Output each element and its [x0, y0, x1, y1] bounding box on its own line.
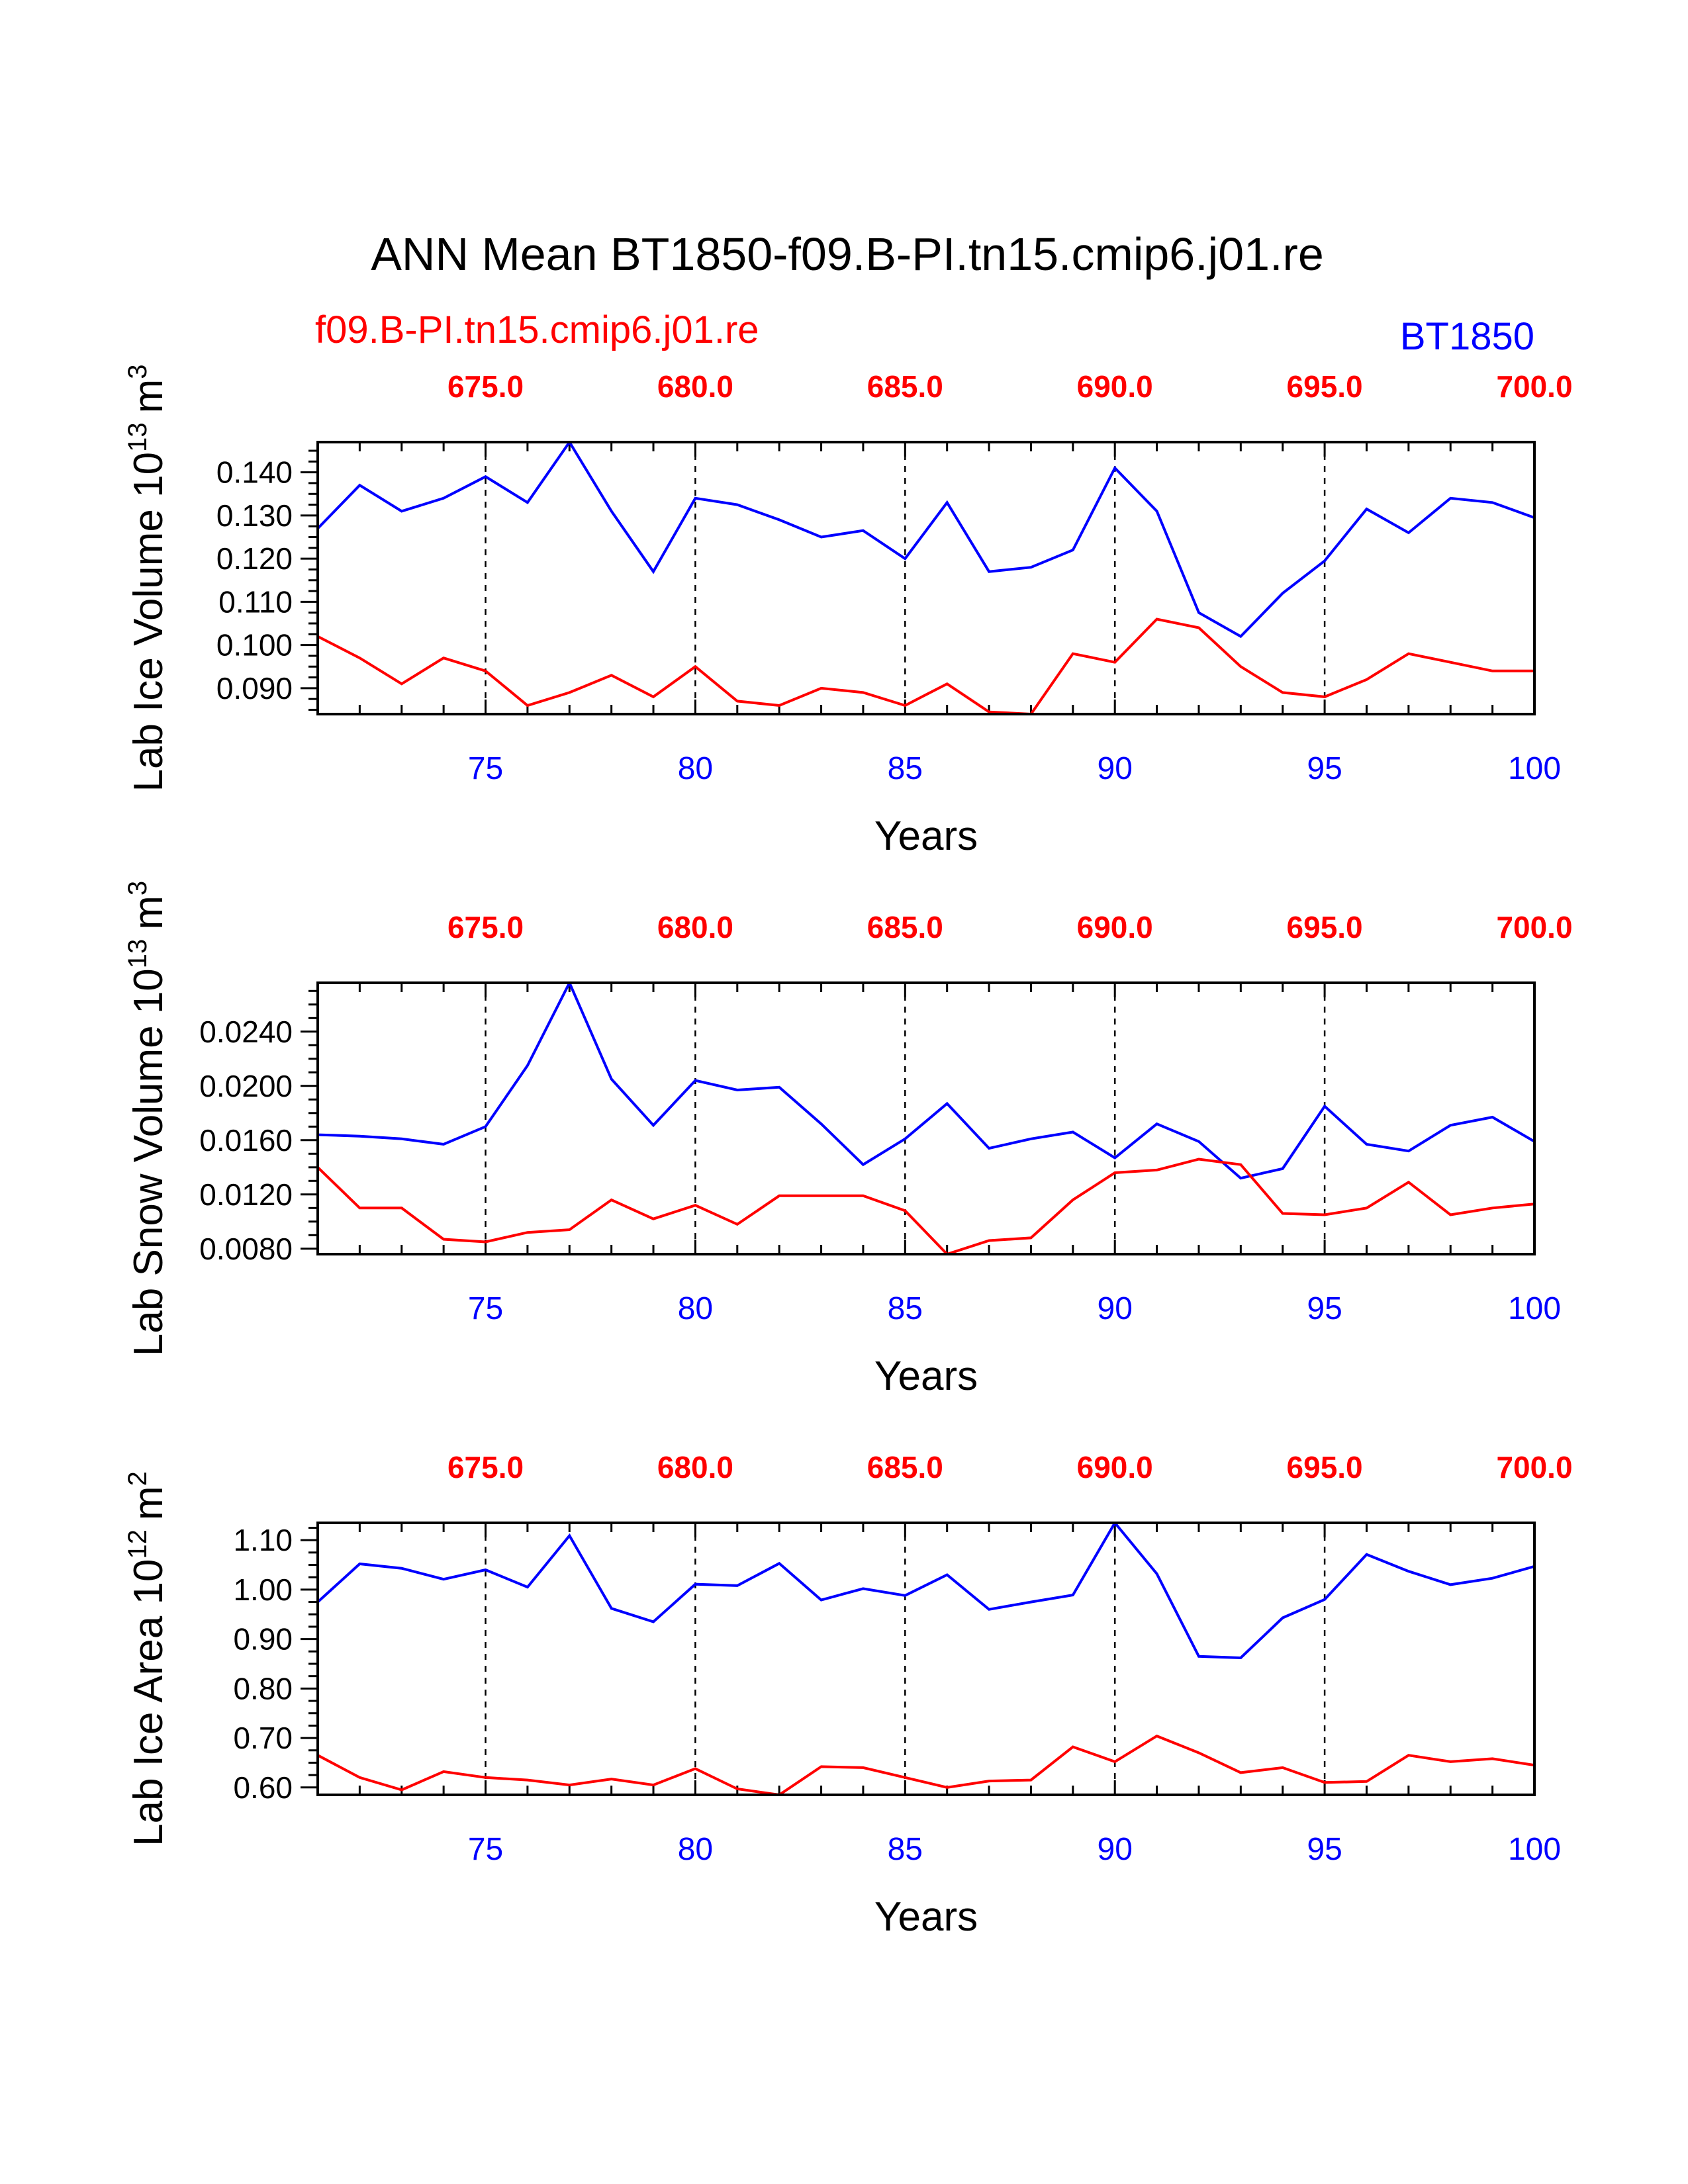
y-axis-title-text: Lab Ice Area 10: [126, 1559, 171, 1846]
x-tick-label: 85: [888, 751, 923, 786]
top-tick-label: 700.0: [1496, 369, 1572, 404]
x-tick-label: 75: [468, 751, 503, 786]
panel-snow-volume: 0.0080 0.0120 0.0160 0.0200 0.0240 75 80 85 90 95…: [123, 881, 1573, 1399]
y-tick-label: 0.0200: [199, 1069, 293, 1103]
y-tick-label: 0.60: [233, 1770, 293, 1805]
panel-ice-volume: 0.090 0.100 0.110 0.120 0.130 0.140 75 80 85 90 95…: [123, 365, 1573, 860]
y-axis-title-text: Lab Ice Volume 10: [126, 452, 171, 792]
x-tick-label: 95: [1307, 1291, 1342, 1326]
y-axis-title-unit: m: [126, 895, 171, 930]
y-tick-label: 0.0080: [199, 1232, 293, 1266]
x-tick-label: 80: [678, 1291, 713, 1326]
series-line-bt1850: [318, 442, 1534, 639]
y-axis-title-unit-exponent: 3: [123, 365, 152, 379]
y-tick-label: 0.140: [216, 455, 293, 490]
x-tick-label: 90: [1098, 751, 1133, 786]
top-tick-label: 685.0: [867, 910, 943, 944]
top-tick-label: 685.0: [867, 369, 943, 404]
top-tick-label: 680.0: [657, 369, 733, 404]
x-axis-title: Years: [874, 813, 978, 859]
y-tick-label: 0.110: [218, 584, 293, 619]
x-tick-label: 95: [1307, 751, 1342, 786]
y-tick-label: 1.10: [233, 1523, 293, 1557]
y-axis-title-unit-exponent: 3: [123, 881, 152, 895]
top-tick-label: 675.0: [447, 369, 524, 404]
x-tick-label: 80: [678, 1832, 713, 1867]
y-axis-title: Lab Ice Volume 1013 m3: [123, 365, 171, 792]
top-tick-label: 695.0: [1287, 910, 1363, 944]
top-tick-label: 700.0: [1496, 910, 1572, 944]
y-axis-title-exponent: 13: [123, 422, 152, 452]
y-tick-label: 0.100: [216, 628, 293, 662]
x-tick-label: 100: [1508, 1291, 1561, 1326]
y-tick-label: 0.130: [216, 498, 293, 533]
x-tick-label: 75: [468, 1291, 503, 1326]
x-tick-label: 85: [888, 1291, 923, 1326]
x-axis-title: Years: [874, 1894, 978, 1940]
x-tick-label: 85: [888, 1832, 923, 1867]
top-tick-label: 695.0: [1287, 369, 1363, 404]
series-line-bt1850: [318, 1523, 1534, 1660]
top-tick-label: 690.0: [1077, 369, 1153, 404]
y-tick-label: 0.80: [233, 1671, 293, 1706]
y-axis-title-text: Lab Snow Volume 10: [126, 968, 171, 1356]
y-tick-label: 0.090: [216, 671, 293, 705]
y-tick-label: 1.00: [233, 1572, 293, 1607]
top-tick-label: 675.0: [447, 910, 524, 944]
series-line-f09: [318, 1158, 1534, 1254]
x-tick-label: 90: [1098, 1291, 1133, 1326]
top-tick-label: 680.0: [657, 1450, 733, 1484]
top-tick-label: 700.0: [1496, 1450, 1572, 1484]
case-b-label: f09.B-PI.tn15.cmip6.j01.re: [315, 308, 759, 351]
series-line-bt1850: [318, 983, 1534, 1180]
y-tick-label: 0.90: [233, 1622, 293, 1657]
top-tick-label: 695.0: [1287, 1450, 1363, 1484]
case-a-label: BT1850: [1400, 315, 1534, 358]
plot-frame: [316, 441, 1536, 715]
y-tick-label: 0.0120: [199, 1177, 293, 1212]
x-tick-label: 75: [468, 1832, 503, 1867]
top-tick-label: 680.0: [657, 910, 733, 944]
x-tick-label: 100: [1508, 751, 1561, 786]
figure-title: ANN Mean BT1850-f09.B-PI.tn15.cmip6.j01.…: [371, 228, 1324, 280]
y-tick-label: 0.120: [216, 541, 293, 576]
top-tick-label: 690.0: [1077, 1450, 1153, 1484]
panel-ice-area: 0.60 0.70 0.80 0.90 1.00 1.10 75 80 85 90 95 100 675…: [123, 1450, 1573, 1940]
plot-frame: [316, 1522, 1536, 1796]
y-axis-title: Lab Ice Area 1012 m2: [123, 1471, 171, 1846]
y-axis-title-unit: m: [126, 379, 171, 414]
plot-frame: [316, 981, 1536, 1255]
y-axis-title: Lab Snow Volume 1013 m3: [123, 881, 171, 1356]
y-tick-label: 0.70: [233, 1721, 293, 1755]
x-tick-label: 95: [1307, 1832, 1342, 1867]
y-axis-title-unit-exponent: 2: [123, 1471, 152, 1486]
x-tick-label: 80: [678, 751, 713, 786]
y-tick-label: 0.0240: [199, 1015, 293, 1049]
x-tick-label: 90: [1098, 1832, 1133, 1867]
top-tick-label: 685.0: [867, 1450, 943, 1484]
x-tick-label: 100: [1508, 1832, 1561, 1867]
top-tick-label: 675.0: [447, 1450, 524, 1484]
y-axis-title-unit: m: [126, 1486, 171, 1520]
y-tick-label: 0.0160: [199, 1123, 293, 1158]
y-axis-title-exponent: 13: [123, 939, 152, 969]
top-tick-label: 690.0: [1077, 910, 1153, 944]
series-line-f09: [318, 617, 1534, 714]
series-line-f09: [318, 1734, 1534, 1795]
x-axis-title: Years: [874, 1353, 978, 1399]
y-axis-title-exponent: 12: [123, 1529, 152, 1559]
